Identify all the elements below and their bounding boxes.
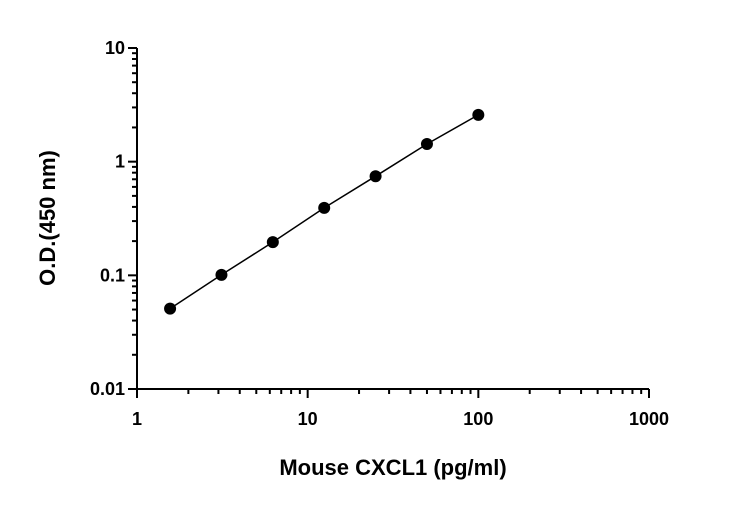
data-point <box>215 268 228 281</box>
y-tick-label: 10 <box>105 38 125 58</box>
x-tick-label: 100 <box>463 409 493 429</box>
y-tick-label: 0.1 <box>100 265 125 285</box>
x-tick-label: 10 <box>298 409 318 429</box>
data-points <box>164 108 485 315</box>
data-point <box>266 236 279 249</box>
axes <box>128 47 650 398</box>
y-tick-label: 0.01 <box>90 379 125 399</box>
y-axis-title: O.D.(450 nm) <box>35 150 60 286</box>
data-point <box>472 108 485 121</box>
x-tick-label: 1000 <box>629 409 669 429</box>
x-axis-title: Mouse CXCL1 (pg/ml) <box>279 455 506 480</box>
data-point <box>369 170 382 183</box>
data-point <box>318 201 331 214</box>
y-tick-label: 1 <box>115 152 125 172</box>
x-tick-label: 1 <box>132 409 142 429</box>
data-point <box>420 138 433 151</box>
data-point <box>164 302 177 315</box>
